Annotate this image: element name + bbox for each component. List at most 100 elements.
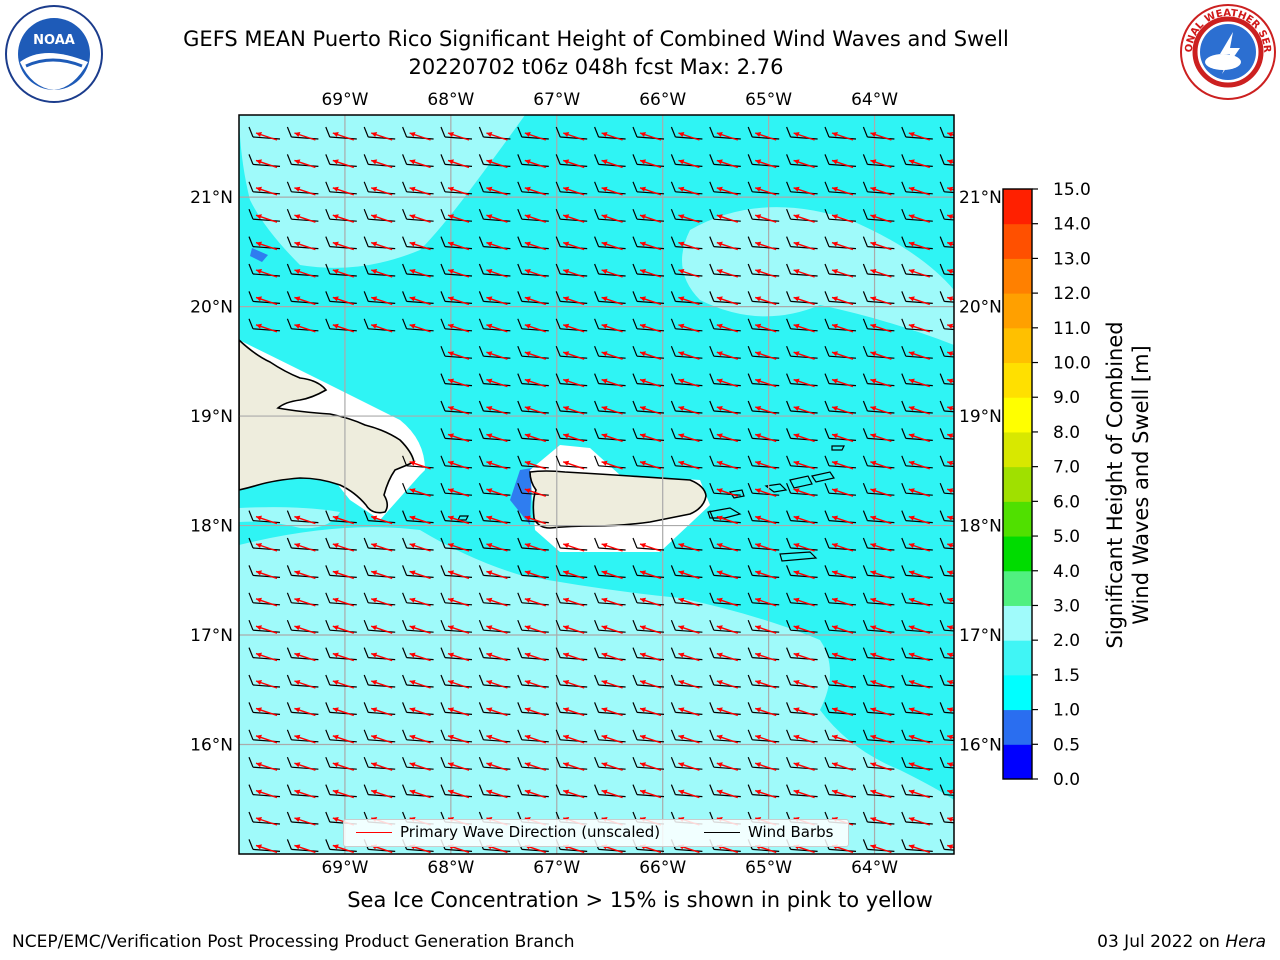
wave-arrow — [716, 214, 739, 223]
wave-arrow — [562, 132, 585, 141]
wave-arrow — [678, 186, 700, 196]
wave-arrow — [447, 680, 470, 689]
wave-arrow — [946, 351, 954, 357]
wind-barb — [670, 291, 703, 304]
wave-arrow — [601, 789, 623, 799]
wind-barb — [709, 619, 741, 633]
wind-barb — [478, 702, 511, 715]
wind-barb — [632, 208, 665, 222]
lat-label-right: 17°N — [959, 626, 1002, 646]
wave-arrow — [946, 460, 954, 466]
wave-arrow — [716, 433, 739, 443]
wind-barb — [363, 756, 396, 770]
wind-barb — [709, 756, 741, 770]
wind-barb — [709, 291, 741, 304]
wave-arrow — [716, 515, 739, 525]
wave-arrow — [908, 597, 931, 607]
wave-arrow — [754, 789, 777, 799]
wave-arrow — [601, 214, 623, 223]
wind-barb — [709, 181, 741, 195]
wave-arrow — [447, 406, 470, 415]
wave-arrow — [831, 515, 854, 525]
wind-barb — [901, 263, 933, 277]
wave-arrow — [678, 269, 700, 278]
wind-barb — [248, 839, 281, 852]
wave-arrow — [255, 680, 278, 689]
wave-arrow — [716, 652, 739, 662]
wind-barb — [478, 154, 511, 167]
wave-arrow — [831, 214, 854, 223]
wave-arrow — [601, 159, 623, 169]
wind-barb — [594, 592, 626, 606]
wind-barb — [824, 291, 857, 304]
wave-arrow — [294, 625, 316, 634]
wind-barb — [862, 729, 895, 743]
wind-barb — [786, 400, 818, 414]
wave-arrow — [294, 680, 316, 689]
wind-barb — [440, 647, 473, 661]
wave-arrow — [562, 186, 585, 196]
wind-barb — [786, 208, 818, 222]
wave-arrow — [332, 680, 355, 689]
wave-arrow — [447, 543, 470, 552]
wave-arrow — [908, 734, 931, 744]
wind-barb — [632, 428, 665, 441]
wave-arrow — [946, 597, 954, 603]
wave-arrow — [831, 296, 854, 306]
wind-barb — [901, 126, 933, 140]
wind-barb — [440, 674, 473, 688]
wave-arrow — [831, 269, 854, 278]
wind-barb — [862, 400, 895, 414]
wave-arrow — [908, 625, 931, 634]
wave-arrow — [793, 570, 815, 580]
wave-arrow — [255, 570, 278, 580]
wind-barb — [248, 619, 281, 633]
wave-arrow — [870, 241, 892, 251]
wave-arrow — [754, 488, 777, 497]
wave-arrow — [255, 597, 278, 607]
wind-barb — [325, 674, 357, 688]
wave-arrow — [754, 762, 777, 771]
wind-barb — [901, 647, 933, 661]
wave-arrow — [908, 817, 931, 826]
wave-arrow — [870, 433, 892, 443]
wind-barb — [248, 811, 281, 825]
wind-barb — [786, 126, 818, 140]
wave-arrow — [601, 241, 623, 251]
lat-label-right: 16°N — [959, 736, 1002, 756]
wave-arrow — [562, 241, 585, 251]
wind-barb — [901, 537, 933, 551]
colorbar-tick-label: 1.0 — [1053, 701, 1080, 721]
wind-barb — [747, 291, 780, 304]
map-border — [238, 114, 955, 855]
wave-arrow — [447, 460, 470, 470]
wind-barb — [555, 619, 588, 633]
wave-arrow — [793, 406, 815, 415]
wind-barb — [786, 181, 818, 195]
wave-arrow — [716, 378, 739, 388]
wave-arrow — [908, 159, 931, 169]
wave-arrow — [793, 488, 815, 497]
wave-arrow — [754, 406, 777, 415]
wave-arrow — [870, 734, 892, 744]
colorbar-frame — [1002, 188, 1033, 780]
wind-barb — [517, 345, 549, 359]
wind-barb — [939, 236, 954, 248]
wind-barb — [286, 784, 319, 798]
wind-barb — [747, 455, 780, 469]
wave-arrow — [908, 214, 931, 223]
wave-arrow — [562, 652, 585, 662]
wind-barb — [325, 619, 357, 633]
wave-arrow — [294, 543, 316, 552]
wind-barb — [402, 619, 434, 633]
wind-barb — [478, 729, 511, 743]
wind-barb — [517, 647, 549, 661]
wave-arrow — [639, 159, 662, 169]
wind-barb — [747, 345, 780, 359]
wave-arrow — [486, 789, 508, 799]
wave-arrow — [294, 515, 316, 525]
wind-barb — [786, 318, 818, 332]
wind-barb — [594, 263, 626, 277]
wind-barb — [248, 510, 281, 524]
wave-arrow — [908, 515, 931, 525]
